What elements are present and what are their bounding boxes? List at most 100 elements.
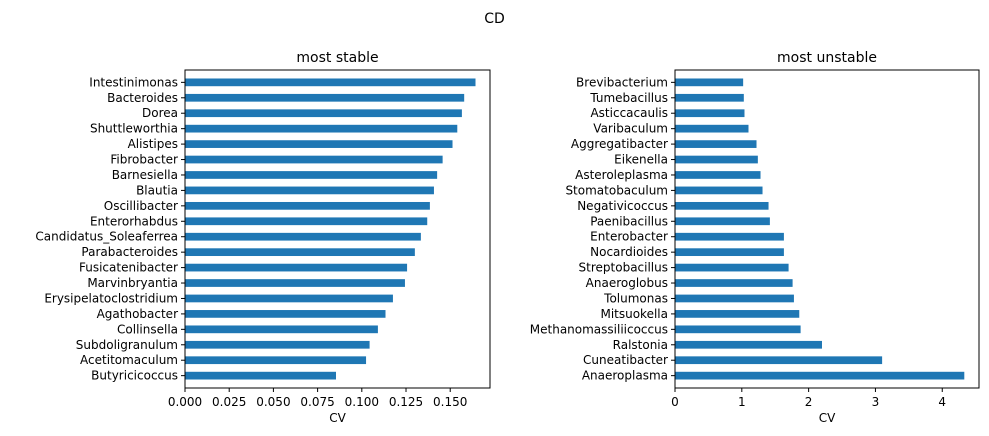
x-tick-label: 0.125 (389, 395, 423, 409)
bar (675, 263, 789, 272)
plot-frame (674, 69, 980, 389)
category-label: Anaeroglobus (586, 276, 668, 290)
bar (675, 93, 744, 102)
category-label: Eikenella (614, 153, 668, 167)
category-label: Fusicatenibacter (79, 261, 178, 275)
category-label: Candidatus_Soleaferrea (35, 230, 178, 244)
x-tick-label: 2 (805, 395, 813, 409)
bar (185, 78, 476, 87)
bar (675, 171, 761, 179)
category-label: Fibrobacter (110, 153, 178, 167)
category-label: Asticcacaulis (590, 106, 668, 120)
category-label: Shuttleworthia (90, 122, 178, 136)
category-label: Barnesiella (112, 168, 178, 182)
category-label: Alistipes (128, 137, 178, 151)
category-label: Brevibacterium (576, 75, 668, 89)
category-label: Agathobacter (97, 307, 178, 321)
x-tick-label: 0.100 (345, 395, 379, 409)
bar (675, 310, 800, 318)
bar (185, 294, 393, 303)
panel-title: most unstable (777, 50, 877, 66)
bar (185, 232, 421, 241)
x-tick-label: 0.050 (256, 395, 290, 409)
category-label: Subdoligranulum (76, 338, 178, 352)
category-label: Streptobacillus (579, 261, 668, 275)
category-label: Acetitomaculum (80, 353, 178, 367)
bar (675, 109, 745, 118)
bar (675, 186, 763, 195)
category-label: Anaeroplasma (582, 369, 668, 383)
chart-panel-most-unstable: most unstable Brevibacterium Tumebacillus… (530, 50, 980, 425)
bar (185, 310, 386, 318)
category-label: Mitsuokella (600, 307, 668, 321)
x-axis-label: CV (329, 411, 346, 425)
category-label: Intestinimonas (89, 75, 178, 89)
bar (675, 294, 794, 303)
category-label: Butyricicoccus (91, 369, 178, 383)
bar (185, 140, 453, 148)
x-axis-label: CV (819, 411, 836, 425)
x-tick-label: 0 (671, 395, 679, 409)
bar (675, 356, 883, 365)
category-label: Tolumonas (603, 291, 668, 305)
x-tick-label: 4 (938, 395, 946, 409)
bar (675, 155, 758, 164)
category-label: Methanomassiliicoccus (530, 322, 668, 336)
bar (185, 325, 378, 334)
bar (185, 201, 430, 210)
figure-title: CD (484, 11, 505, 27)
bar (185, 124, 458, 133)
bar (185, 93, 465, 102)
chart-panel-most-stable: most stable Intestinimonas BacteroidesDor… (35, 50, 491, 425)
category-label: Parabacteroides (81, 245, 178, 259)
bar (185, 371, 336, 380)
bar (185, 109, 462, 118)
bar (675, 248, 784, 257)
category-label: Negativicoccus (577, 199, 668, 213)
bar (675, 217, 770, 226)
bar (185, 263, 408, 272)
x-tick-label: 0.000 (168, 395, 202, 409)
bar (675, 140, 757, 148)
bar (185, 248, 415, 257)
category-label: Enterorhabdus (90, 214, 178, 228)
category-label: Enterobacter (590, 230, 668, 244)
category-label: Varibaculum (593, 122, 668, 136)
bar (675, 325, 801, 334)
bar (675, 201, 769, 210)
category-label: Ralstonia (613, 338, 668, 352)
x-tick-label: 0.075 (300, 395, 334, 409)
bar (675, 371, 965, 380)
bar (675, 78, 744, 87)
plot-frame (184, 69, 491, 389)
bar (675, 124, 749, 133)
category-label: Cuneatibacter (583, 353, 668, 367)
bar (185, 279, 405, 287)
x-tick-label: 1 (738, 395, 746, 409)
category-label: Erysipelatoclostridium (44, 291, 178, 305)
category-label: Oscillibacter (104, 199, 178, 213)
category-label: Dorea (142, 106, 178, 120)
panel-title: most stable (296, 50, 378, 66)
x-tick-label: 0.025 (212, 395, 246, 409)
category-label: Blautia (136, 183, 178, 197)
bar (185, 155, 443, 164)
x-tick-label: 3 (872, 395, 880, 409)
bar (675, 340, 822, 349)
category-label: Paenibacillus (590, 214, 668, 228)
bar (675, 232, 784, 241)
bar (185, 171, 438, 179)
bar (185, 217, 428, 226)
category-label: Bacteroides (107, 91, 178, 105)
category-label: Collinsella (117, 322, 178, 336)
category-label: Nocardioides (590, 245, 668, 259)
bar (185, 186, 434, 195)
category-label: Stomatobaculum (565, 183, 668, 197)
category-label: Asteroleplasma (575, 168, 668, 182)
category-label: Marvinbryantia (87, 276, 178, 290)
category-label: Tumebacillus (589, 91, 668, 105)
bar (185, 356, 367, 365)
bar (185, 340, 370, 349)
bar (675, 279, 793, 287)
